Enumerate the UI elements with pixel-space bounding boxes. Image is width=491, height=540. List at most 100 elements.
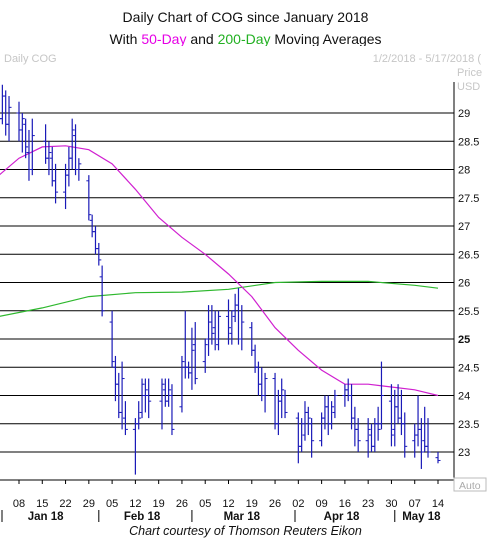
ohlc-bar [192, 322, 198, 385]
x-tick-label: 02 [292, 498, 304, 510]
y-tick-label: 26 [458, 278, 470, 290]
ohlc-bar [46, 141, 52, 176]
sma50-line [0, 145, 439, 397]
x-tick-label: 08 [13, 498, 25, 510]
ohlc-bar [69, 118, 75, 170]
ohlc-bar [418, 418, 424, 469]
y-tick-label: 25.5 [458, 306, 479, 318]
y-tick-label: 23.5 [458, 419, 479, 431]
ohlc-bar [169, 384, 175, 436]
y-tick-label: 28 [458, 165, 470, 177]
ohlc-bar [86, 175, 92, 221]
x-month-label: Jan 18 [28, 511, 64, 523]
title-middle: and [186, 31, 218, 47]
ohlc-bar [109, 310, 115, 368]
ohlc-bar [189, 327, 195, 390]
y-tick-label: 24.5 [458, 362, 479, 374]
x-tick-label: 12 [222, 498, 234, 510]
y-tick-label: 24 [458, 391, 470, 403]
ohlc-bar [19, 113, 25, 153]
ohlc-bar [425, 418, 431, 458]
axis-unit-bottom: USD [457, 81, 480, 93]
ohlc-bar [332, 389, 338, 419]
ohlc-bar [212, 310, 218, 351]
ohlc-bar [402, 412, 408, 458]
ohlc-bar [279, 378, 285, 419]
x-tick-label: 15 [36, 498, 48, 510]
chart-title-line-1: Daily Chart of COG since January 2018 [122, 9, 369, 25]
ohlc-bar [239, 305, 245, 351]
ohlc-bar [209, 305, 215, 345]
ohlc-bar [282, 389, 288, 419]
x-month-label: Mar 18 [224, 511, 261, 523]
y-tick-label: 25 [458, 334, 470, 346]
ohlc-bar [329, 401, 335, 430]
auto-scale-box [453, 477, 487, 492]
ohlc-bar [146, 378, 152, 419]
y-tick-label: 27.5 [458, 193, 479, 205]
x-month-label: Feb 18 [124, 511, 161, 523]
ohlc-bar [76, 158, 82, 181]
x-tick-label: 05 [106, 498, 118, 510]
title-50-day: 50-Day [141, 31, 187, 47]
ohlc-bar [29, 118, 35, 176]
ohlc-bar [262, 372, 268, 413]
auto-scale-label: Auto [459, 480, 481, 492]
y-tick-label: 27 [458, 221, 470, 233]
y-tick-label: 26.5 [458, 249, 479, 261]
title-suffix: Moving Averages [270, 31, 382, 47]
ohlc-bar [229, 310, 235, 345]
date-range-label: 1/2/2018 - 5/17/2018 ( [373, 53, 482, 65]
instrument-label: Daily COG [4, 53, 57, 65]
x-month-label: May 18 [402, 511, 441, 523]
ohlc-bar [216, 310, 222, 351]
x-month-label: Apr 18 [324, 511, 360, 523]
ohlc-bar [435, 452, 441, 464]
ohlc-bar [226, 299, 231, 345]
ohlc-bar [179, 355, 185, 413]
ohlc-bar [99, 265, 105, 317]
chart-title-line-2: With 50-Day and 200-Day Moving Averages [0, 31, 491, 48]
ohlc-bar [159, 378, 165, 430]
x-tick-label: 09 [315, 498, 327, 510]
sma200-line [0, 280, 439, 317]
axis-unit-top: Price [457, 67, 482, 79]
ohlc-bar [365, 418, 371, 458]
ohlc-bar [305, 406, 311, 436]
y-tick-label: 28.5 [458, 136, 479, 148]
ohlc-bar [388, 384, 394, 447]
ohlc-bar [142, 378, 148, 413]
ohlc-bar [299, 418, 305, 452]
chart-credit: Chart courtesy of Thomson Reuters Eikon [129, 524, 362, 538]
ohlc-bar [139, 378, 145, 419]
x-tick-label: 30 [385, 498, 397, 510]
ohlc-bar [202, 339, 208, 373]
x-tick-label: 22 [59, 498, 71, 510]
x-tick-label: 26 [176, 498, 188, 510]
title-200-day: 200-Day [217, 31, 271, 47]
x-tick-label: 16 [339, 498, 351, 510]
x-tick-label: 19 [153, 498, 165, 510]
ohlc-bar [119, 361, 125, 430]
ohlc-bar [136, 401, 142, 430]
ohlc-bar [122, 401, 128, 436]
ohlc-bar [309, 418, 315, 458]
ohlc-bar [355, 418, 361, 452]
x-tick-label: 05 [199, 498, 211, 510]
x-tick-label: 23 [362, 498, 374, 510]
ohlc-bar [378, 361, 384, 430]
ohlc-bar [23, 118, 29, 159]
x-tick-label: 07 [409, 498, 421, 510]
ohlc-bar [96, 242, 102, 266]
x-tick-label: 29 [83, 498, 95, 510]
ohlc-bar [6, 96, 12, 142]
y-tick-label: 29 [458, 108, 470, 120]
x-tick-label: 14 [432, 498, 444, 510]
x-tick-label: 19 [246, 498, 258, 510]
ohlc-bar [375, 406, 381, 441]
y-tick-label: 23 [458, 447, 470, 459]
x-tick-label: 12 [129, 498, 141, 510]
x-tick-label: 26 [269, 498, 281, 510]
ohlc-bar [166, 378, 172, 407]
